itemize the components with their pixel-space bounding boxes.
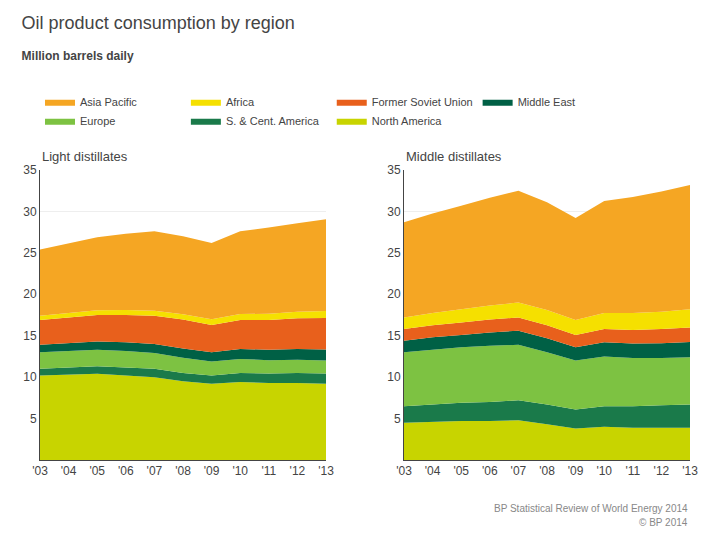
- svg-text:'12: '12: [654, 464, 670, 478]
- svg-text:25: 25: [387, 246, 401, 260]
- svg-text:10: 10: [23, 370, 37, 384]
- svg-text:'06: '06: [482, 464, 498, 478]
- svg-text:'09: '09: [204, 464, 220, 478]
- svg-text:'05: '05: [453, 464, 469, 478]
- svg-text:'12: '12: [290, 464, 306, 478]
- svg-text:30: 30: [23, 205, 37, 219]
- svg-text:'10: '10: [596, 464, 612, 478]
- svg-text:© BP 2014: © BP 2014: [639, 517, 688, 528]
- svg-text:'13: '13: [682, 464, 698, 478]
- svg-text:Million barrels daily: Million barrels daily: [22, 49, 134, 63]
- svg-text:'03: '03: [396, 464, 412, 478]
- svg-text:'10: '10: [232, 464, 248, 478]
- svg-text:'08: '08: [539, 464, 555, 478]
- svg-text:Light distillates: Light distillates: [42, 149, 128, 164]
- svg-text:5: 5: [30, 412, 37, 426]
- svg-text:'11: '11: [261, 464, 276, 478]
- svg-text:'06: '06: [118, 464, 134, 478]
- svg-text:35: 35: [387, 163, 401, 177]
- svg-text:'04: '04: [425, 464, 441, 478]
- svg-text:Middle distillates: Middle distillates: [406, 149, 502, 164]
- svg-text:'07: '07: [147, 464, 163, 478]
- svg-text:Europe: Europe: [80, 115, 115, 127]
- svg-text:15: 15: [387, 329, 401, 343]
- svg-text:25: 25: [23, 246, 37, 260]
- svg-text:BP Statistical Review of World: BP Statistical Review of World Energy 20…: [494, 503, 688, 514]
- svg-text:Oil product consumption by reg: Oil product consumption by region: [22, 13, 295, 33]
- svg-text:North America: North America: [372, 115, 443, 127]
- svg-text:'09: '09: [568, 464, 584, 478]
- svg-text:20: 20: [23, 287, 37, 301]
- svg-text:35: 35: [23, 163, 37, 177]
- svg-text:'04: '04: [61, 464, 77, 478]
- svg-text:Middle East: Middle East: [518, 96, 575, 108]
- svg-text:15: 15: [23, 329, 37, 343]
- svg-text:10: 10: [387, 370, 401, 384]
- svg-text:30: 30: [387, 205, 401, 219]
- svg-text:S. & Cent. America: S. & Cent. America: [226, 115, 320, 127]
- svg-text:5: 5: [394, 412, 401, 426]
- svg-text:'07: '07: [511, 464, 527, 478]
- svg-text:Former Soviet Union: Former Soviet Union: [372, 96, 473, 108]
- svg-text:'11: '11: [625, 464, 640, 478]
- svg-text:Africa: Africa: [226, 96, 255, 108]
- svg-text:Asia Pacific: Asia Pacific: [80, 96, 137, 108]
- svg-text:'03: '03: [32, 464, 48, 478]
- svg-text:'13: '13: [318, 464, 334, 478]
- svg-text:'05: '05: [89, 464, 105, 478]
- svg-text:20: 20: [387, 287, 401, 301]
- svg-text:'08: '08: [175, 464, 191, 478]
